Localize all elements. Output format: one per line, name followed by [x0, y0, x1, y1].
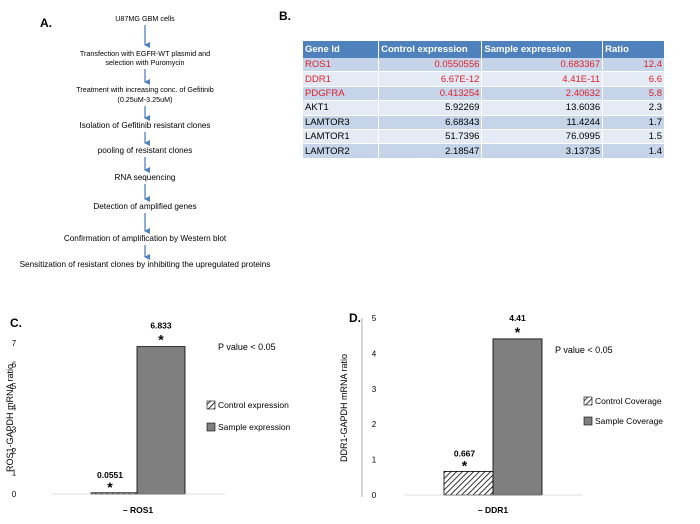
- table-row: LAMTOR1 51.7396 76.0995 1.5: [303, 129, 665, 145]
- data-label: 4.41: [509, 313, 526, 323]
- y-tick-label: 2: [372, 420, 377, 429]
- y-tick-label: 1: [12, 468, 17, 477]
- cell-ratio: 5.8: [602, 86, 665, 102]
- cell-sample: 11.4244: [481, 115, 604, 130]
- cell-control: 6.68343: [378, 115, 483, 130]
- y-tick-label: 0: [12, 490, 17, 499]
- table-row: LAMTOR3 6.68343 11.4244 1.7: [303, 115, 665, 130]
- cell-control: 0.0550556: [378, 58, 483, 73]
- data-label: 6.833: [150, 321, 172, 331]
- flow-step-concentration: (0.25uM-3.25uM): [117, 95, 173, 104]
- panel-label-a: A.: [40, 16, 52, 30]
- flow-step-pooling: pooling of resistant clones: [97, 146, 193, 155]
- flow-step-cells: U87MG GBM cells: [115, 14, 175, 23]
- y-tick-label: 6: [12, 361, 17, 370]
- flow-step-treatment: Treatment with increasing conc. of Gefit…: [76, 85, 214, 94]
- y-tick-label: 5: [372, 314, 377, 323]
- table-row: LAMTOR2 2.18547 3.13735 1.4: [303, 143, 665, 159]
- cell-gene: DDR1: [303, 71, 380, 87]
- cell-ratio: 1.7: [602, 115, 665, 130]
- cell-ratio: 1.4: [602, 143, 665, 159]
- y-tick-label: 3: [372, 385, 377, 394]
- flow-step-detection: Detection of amplified genes: [93, 202, 197, 211]
- panel-label-c: C.: [10, 316, 22, 330]
- y-tick-label: 5: [12, 382, 17, 391]
- significance-mark: *: [107, 479, 113, 495]
- cell-sample: 76.0995: [481, 129, 604, 145]
- cell-gene: PDGFRA: [303, 86, 380, 102]
- gene-expression-table: Gene Id Control expression Sample expres…: [303, 41, 665, 159]
- cell-sample: 3.13735: [481, 143, 604, 159]
- cell-gene: LAMTOR1: [303, 129, 380, 145]
- p-value-annotation: P value < 0.05: [555, 345, 613, 355]
- cell-sample: 0.683367: [481, 58, 604, 73]
- cell-ratio: 1.5: [602, 129, 665, 145]
- y-tick-label: 0: [372, 491, 377, 500]
- cell-control: 2.18547: [378, 143, 483, 159]
- cell-ratio: 12.4: [602, 58, 665, 73]
- y-tick-label: 3: [12, 425, 17, 434]
- cell-ratio: 6.6: [602, 71, 665, 87]
- legend-swatch: [583, 396, 593, 406]
- table-row: DDR1 6.67E-12 4.41E-11 6.6: [303, 71, 665, 87]
- cell-control: 51.7396: [378, 129, 483, 145]
- y-tick-label: 4: [12, 404, 17, 413]
- cell-gene: ROS1: [303, 58, 380, 73]
- cell-ratio: 2.3: [602, 100, 665, 116]
- category-label: – DDR1: [478, 505, 509, 515]
- cell-control: 0.413254: [378, 86, 483, 102]
- column-header-sample: Sample expression: [481, 41, 604, 58]
- cell-gene: LAMTOR3: [303, 115, 380, 130]
- cell-gene: LAMTOR2: [303, 143, 380, 159]
- column-header-control: Control expression: [378, 41, 483, 58]
- y-axis-label: ROS1-GAPDH mRNA ratio: [5, 364, 15, 472]
- cell-sample: 13.6036: [481, 100, 604, 116]
- flow-step-confirmation: Confirmation of amplification by Western…: [63, 234, 227, 243]
- bar-control: [443, 470, 494, 496]
- cell-gene: AKT1: [303, 100, 380, 116]
- flow-step-rna-seq: RNA sequencing: [114, 173, 176, 182]
- bar-sample: [492, 338, 543, 496]
- cell-sample: 2.40632: [481, 86, 604, 102]
- legend-swatch: [583, 416, 593, 426]
- panel-label-b: B.: [279, 9, 291, 23]
- legend-label: Control Coverage: [595, 396, 662, 406]
- bar-sample: [136, 346, 186, 495]
- panel-label-d: D.: [349, 311, 361, 325]
- table-row: AKT1 5.92269 13.6036 2.3: [303, 100, 665, 116]
- table-header-row: Gene Id Control expression Sample expres…: [303, 41, 665, 58]
- cell-control: 6.67E-12: [378, 71, 483, 87]
- y-axis-label: DDR1-GAPDH mRNA ratio: [339, 354, 349, 462]
- cell-control: 5.92269: [378, 100, 483, 116]
- y-tick-label: 4: [372, 349, 377, 358]
- legend-label: Control expression: [218, 400, 289, 410]
- flow-step-transfection: Transfection with EGFR-WT plasmid and: [79, 49, 211, 58]
- legend-label: Sample Coverage: [595, 416, 663, 426]
- column-header-gene: Gene Id: [303, 41, 380, 58]
- legend-swatch: [206, 400, 216, 410]
- column-header-ratio: Ratio: [602, 41, 665, 58]
- table-row: ROS1 0.0550556 0.683367 12.4: [303, 58, 665, 73]
- y-tick-label: 1: [372, 456, 377, 465]
- significance-mark: *: [515, 324, 521, 340]
- data-label: 0.0551: [97, 470, 123, 480]
- p-value-annotation: P value < 0.05: [218, 342, 276, 352]
- legend-label: Sample expression: [218, 422, 291, 432]
- category-label: – ROS1: [123, 505, 154, 515]
- flow-step-isolation: Isolation of Gefitinib resistant clones: [79, 121, 211, 130]
- flow-step-selection: selection with Puromycin: [105, 58, 185, 67]
- cell-sample: 4.41E-11: [481, 71, 604, 87]
- y-tick-label: 7: [12, 339, 17, 348]
- table-row: PDGFRA 0.413254 2.40632 5.8: [303, 86, 665, 102]
- data-label: 0.667: [454, 448, 476, 458]
- flow-step-sensitization: Sensitization of resistant clones by inh…: [19, 260, 271, 269]
- significance-mark: *: [158, 332, 164, 348]
- y-tick-label: 2: [12, 447, 17, 456]
- significance-mark: *: [462, 457, 468, 473]
- legend-swatch: [206, 422, 216, 432]
